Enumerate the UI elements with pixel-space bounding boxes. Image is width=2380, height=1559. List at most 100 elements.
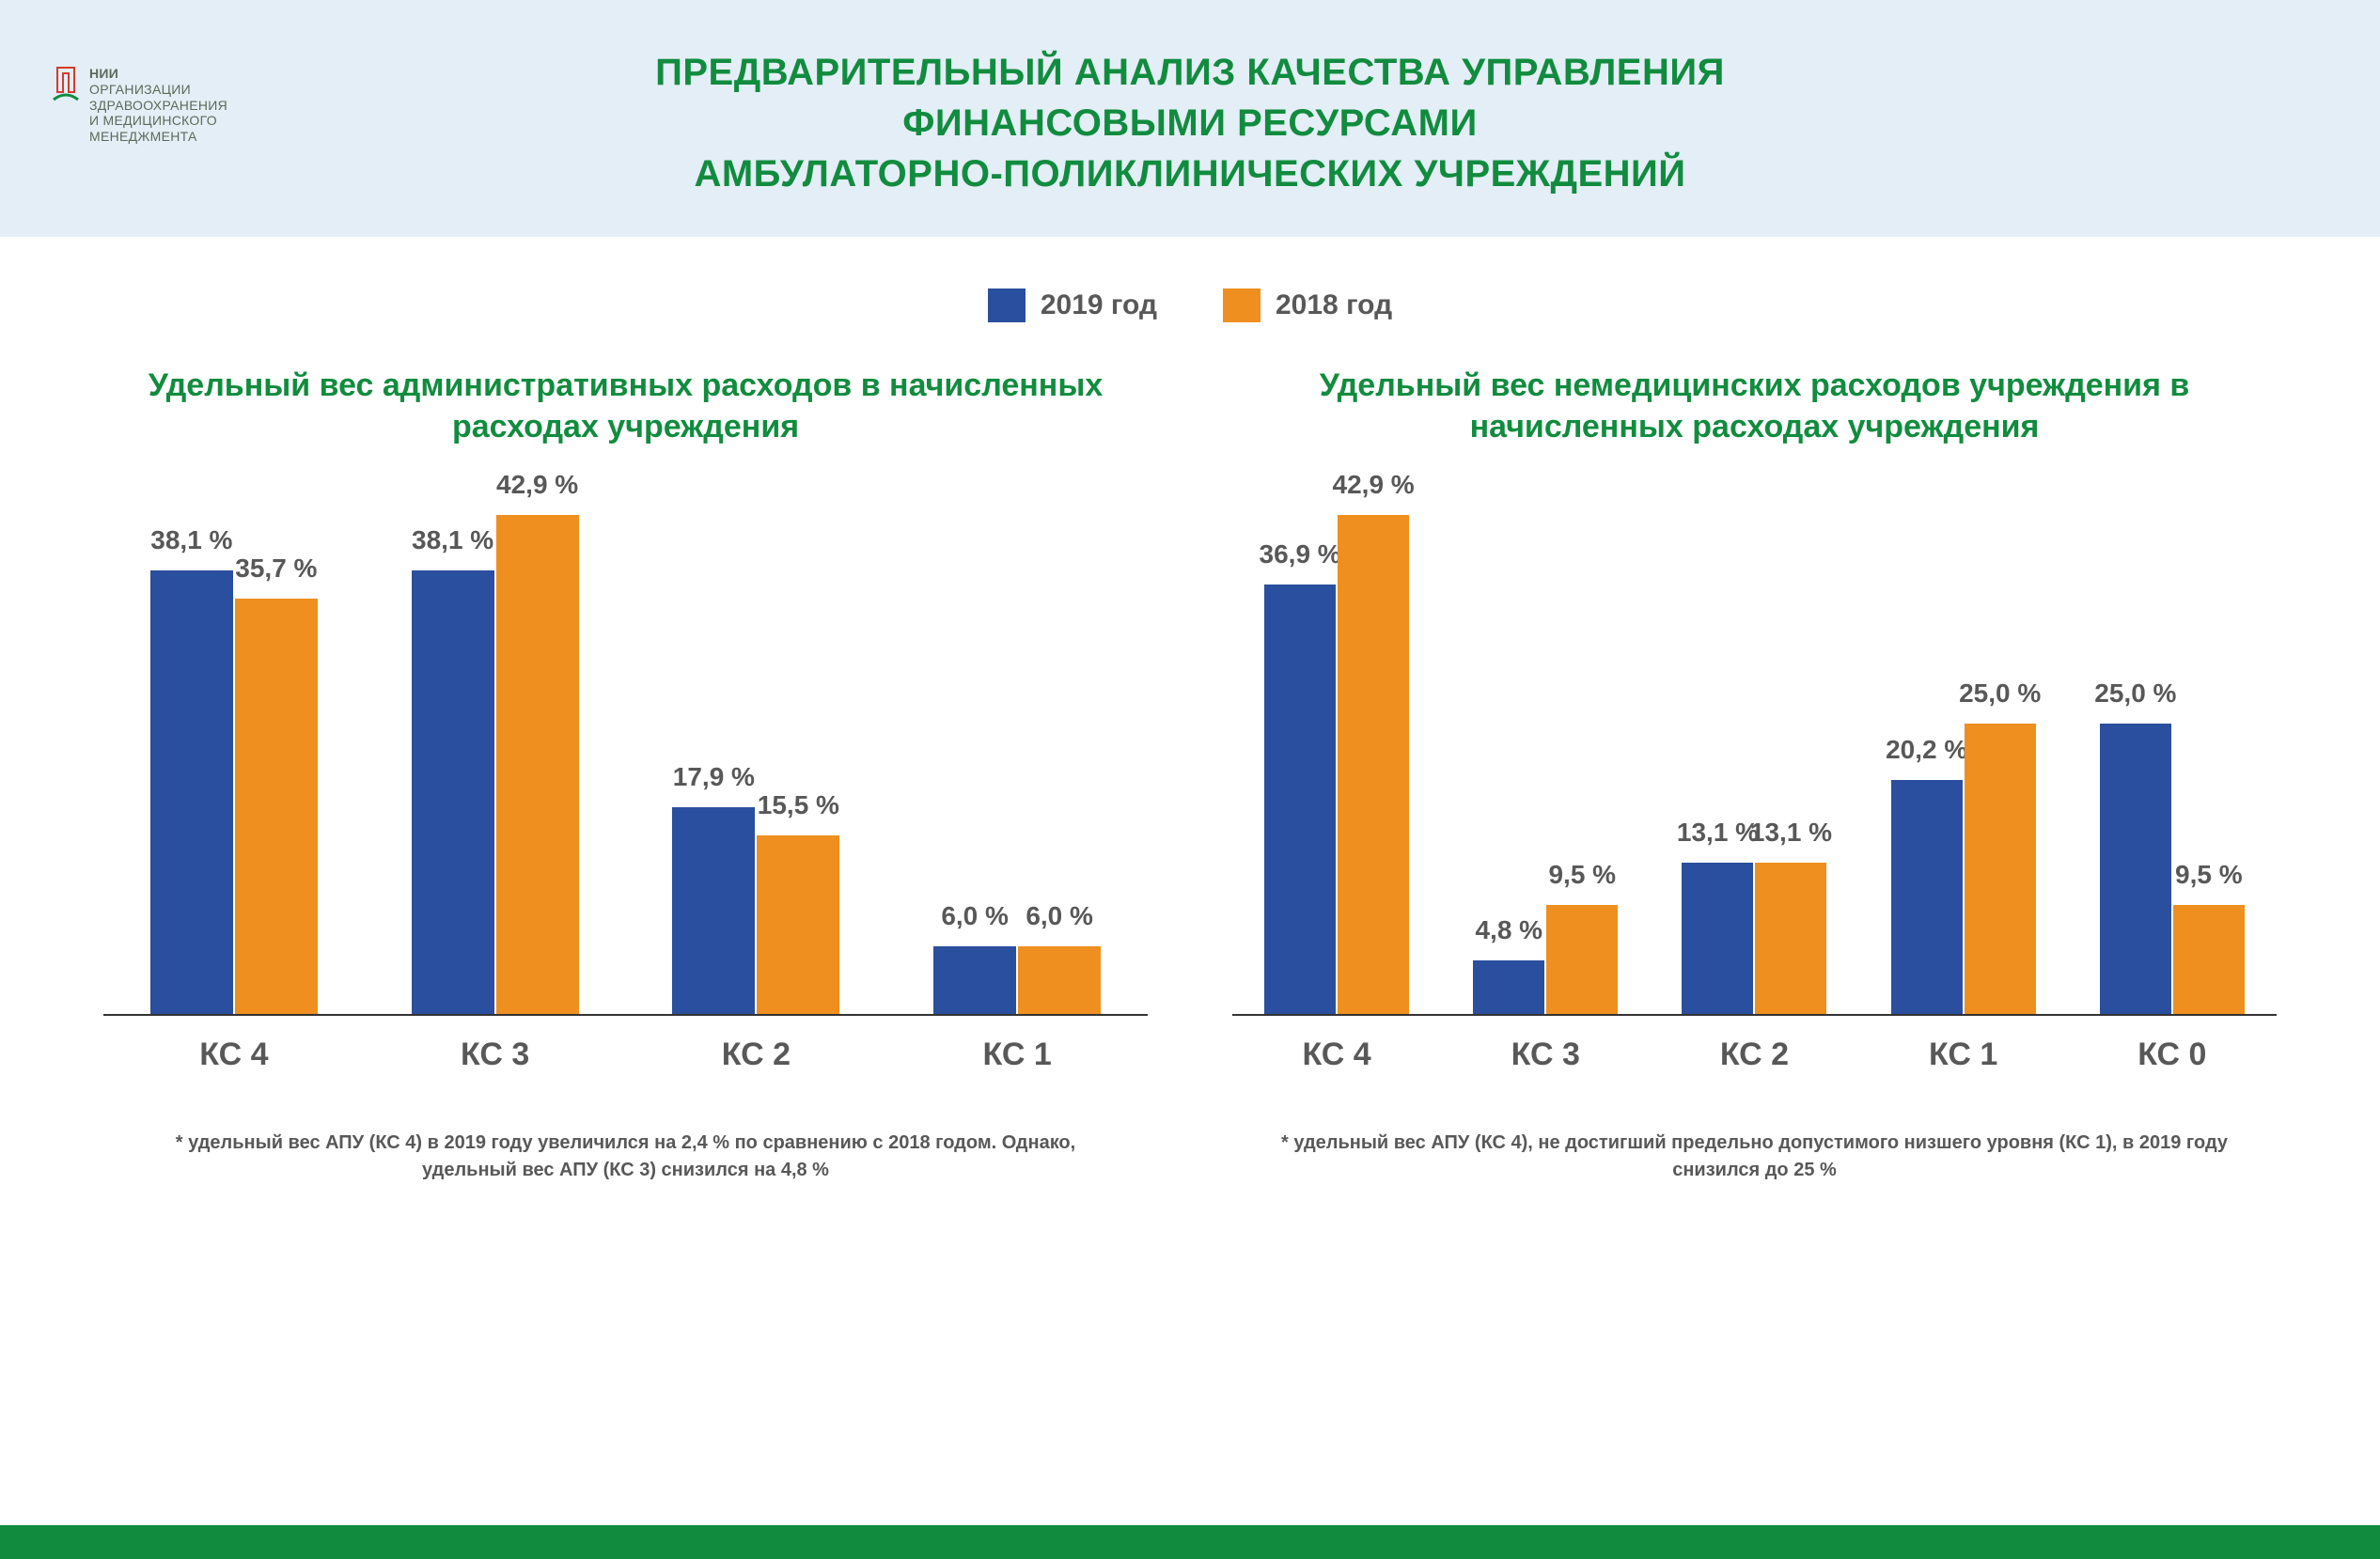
bar-wrap: 15,5 % — [757, 490, 839, 1016]
bar-wrap: 38,1 % — [150, 490, 233, 1016]
bar-wrap: 25,0 % — [1965, 490, 2036, 1016]
category-label: КС 1 — [983, 1037, 1052, 1073]
bar-value-label: 36,9 % — [1260, 539, 1341, 569]
category-label: КС 2 — [722, 1037, 791, 1073]
category-label: КС 3 — [461, 1037, 529, 1073]
bar-value-label: 42,9 % — [496, 470, 578, 500]
logo-text: НИИ ОРГАНИЗАЦИИ ЗДРАВООХРАНЕНИЯ И МЕДИЦИ… — [89, 66, 227, 145]
bottom-band — [0, 1525, 2380, 1559]
bar — [933, 946, 1016, 1017]
bar — [2173, 905, 2245, 1016]
bar — [757, 835, 839, 1017]
bar — [672, 807, 755, 1017]
baseline — [1232, 1014, 2277, 1016]
bar-value-label: 6,0 % — [1026, 901, 1093, 931]
bar — [1338, 515, 1409, 1017]
bar-value-label: 17,9 % — [673, 762, 755, 792]
bar-value-label: 25,0 % — [1959, 678, 2041, 709]
category-label: КС 0 — [2137, 1037, 2206, 1073]
bar — [1965, 724, 2036, 1016]
chart-title: Удельный вес административных расходов в… — [103, 365, 1148, 447]
bar — [496, 515, 579, 1017]
bar-wrap: 36,9 % — [1264, 490, 1336, 1016]
legend-item-2019: 2019 год — [988, 288, 1157, 322]
legend-swatch — [988, 288, 1026, 322]
bar-value-label: 20,2 % — [1886, 735, 1967, 765]
category-label: КС 1 — [1929, 1037, 1997, 1073]
footnote: * удельный вес АПУ (КС 4) в 2019 году ув… — [103, 1130, 1148, 1184]
bar-value-label: 13,1 % — [1750, 818, 1832, 848]
bar — [150, 570, 233, 1016]
bar-value-label: 9,5 % — [1548, 860, 1616, 890]
category-label: КС 4 — [1302, 1037, 1370, 1073]
bar — [1682, 863, 1753, 1016]
bar-wrap: 25,0 % — [2100, 490, 2171, 1016]
bar-group: 38,1 %35,7 % — [150, 490, 318, 1016]
chart-title: Удельный вес немедицинских расходов учре… — [1232, 365, 2277, 447]
bar-group: 38,1 %42,9 % — [412, 490, 579, 1016]
bars-container: 38,1 %35,7 %38,1 %42,9 %17,9 %15,5 %6,0 … — [103, 490, 1148, 1016]
category-labels: КС 4 КС 3 КС 2 КС 1 — [103, 1037, 1148, 1073]
header-band: НИИ ОРГАНИЗАЦИИ ЗДРАВООХРАНЕНИЯ И МЕДИЦИ… — [0, 0, 2380, 237]
baseline — [103, 1014, 1148, 1016]
bars-container: 36,9 %42,9 %4,8 %9,5 %13,1 %13,1 %20,2 %… — [1232, 490, 2277, 1016]
bar-group: 4,8 %9,5 % — [1473, 490, 1618, 1016]
bar — [1473, 960, 1544, 1017]
legend-swatch — [1223, 288, 1260, 322]
bar-wrap: 20,2 % — [1891, 490, 1963, 1016]
bar-wrap: 4,8 % — [1473, 490, 1544, 1016]
page-title: ПРЕДВАРИТЕЛЬНЫЙ АНАЛИЗ КАЧЕСТВА УПРАВЛЕН… — [0, 47, 2380, 199]
bar-group: 13,1 %13,1 % — [1682, 490, 1826, 1016]
bar — [1755, 863, 1826, 1016]
bar-wrap: 38,1 % — [412, 490, 494, 1016]
category-label: КС 4 — [199, 1037, 268, 1073]
bar-wrap: 42,9 % — [1338, 490, 1409, 1016]
bar-value-label: 38,1 % — [412, 525, 493, 555]
bar-wrap: 13,1 % — [1755, 490, 1826, 1016]
bar — [235, 599, 318, 1016]
footnote: * удельный вес АПУ (КС 4), не достигший … — [1232, 1130, 2277, 1184]
bar-wrap: 9,5 % — [2173, 490, 2245, 1016]
chart-area: 36,9 %42,9 %4,8 %9,5 %13,1 %13,1 %20,2 %… — [1232, 490, 2277, 1016]
bar-group: 6,0 % 6,0 % — [933, 490, 1101, 1016]
bar-value-label: 6,0 % — [941, 901, 1009, 931]
bar — [1264, 585, 1336, 1016]
bar-group: 25,0 %9,5 % — [2100, 490, 2245, 1016]
legend: 2019 год 2018 год — [0, 288, 2380, 322]
bar-group: 20,2 %25,0 % — [1891, 490, 2036, 1016]
category-label: КС 3 — [1511, 1037, 1580, 1073]
bar-value-label: 35,7 % — [235, 553, 317, 584]
logo-icon — [52, 66, 80, 103]
bar-value-label: 38,1 % — [150, 525, 232, 555]
bar-group: 36,9 %42,9 % — [1264, 490, 1409, 1016]
bar-wrap: 17,9 % — [672, 490, 755, 1016]
category-labels: КС 4 КС 3 КС 2 КС 1 КС 0 — [1232, 1037, 2277, 1073]
chart-nonmedical: Удельный вес немедицинских расходов учре… — [1232, 365, 2277, 1184]
bar-wrap: 35,7 % — [235, 490, 318, 1016]
bar-value-label: 9,5 % — [2175, 860, 2243, 890]
bar-value-label: 42,9 % — [1333, 470, 1415, 500]
charts-row: Удельный вес административных расходов в… — [0, 365, 2380, 1184]
bar — [1018, 946, 1101, 1017]
legend-label: 2018 год — [1276, 289, 1392, 321]
bar — [1546, 905, 1618, 1016]
bar-value-label: 15,5 % — [758, 790, 839, 820]
chart-area: 38,1 %35,7 %38,1 %42,9 %17,9 %15,5 %6,0 … — [103, 490, 1148, 1016]
bar — [2100, 724, 2171, 1016]
bar-value-label: 25,0 % — [2094, 678, 2176, 709]
bar — [1891, 780, 1963, 1016]
legend-label: 2019 год — [1041, 289, 1157, 321]
org-logo: НИИ ОРГАНИЗАЦИИ ЗДРАВООХРАНЕНИЯ И МЕДИЦИ… — [52, 66, 227, 145]
bar-group: 17,9 %15,5 % — [672, 490, 839, 1016]
category-label: КС 2 — [1720, 1037, 1789, 1073]
bar-wrap: 13,1 % — [1682, 490, 1753, 1016]
bar-wrap: 42,9 % — [496, 490, 579, 1016]
bar-value-label: 13,1 % — [1677, 818, 1759, 848]
chart-administrative: Удельный вес административных расходов в… — [103, 365, 1148, 1184]
bar-wrap: 6,0 % — [933, 490, 1016, 1016]
bar-wrap: 9,5 % — [1546, 490, 1618, 1016]
bar — [412, 570, 494, 1016]
bar-wrap: 6,0 % — [1018, 490, 1101, 1016]
legend-item-2018: 2018 год — [1223, 288, 1392, 322]
bar-value-label: 4,8 % — [1475, 915, 1542, 945]
